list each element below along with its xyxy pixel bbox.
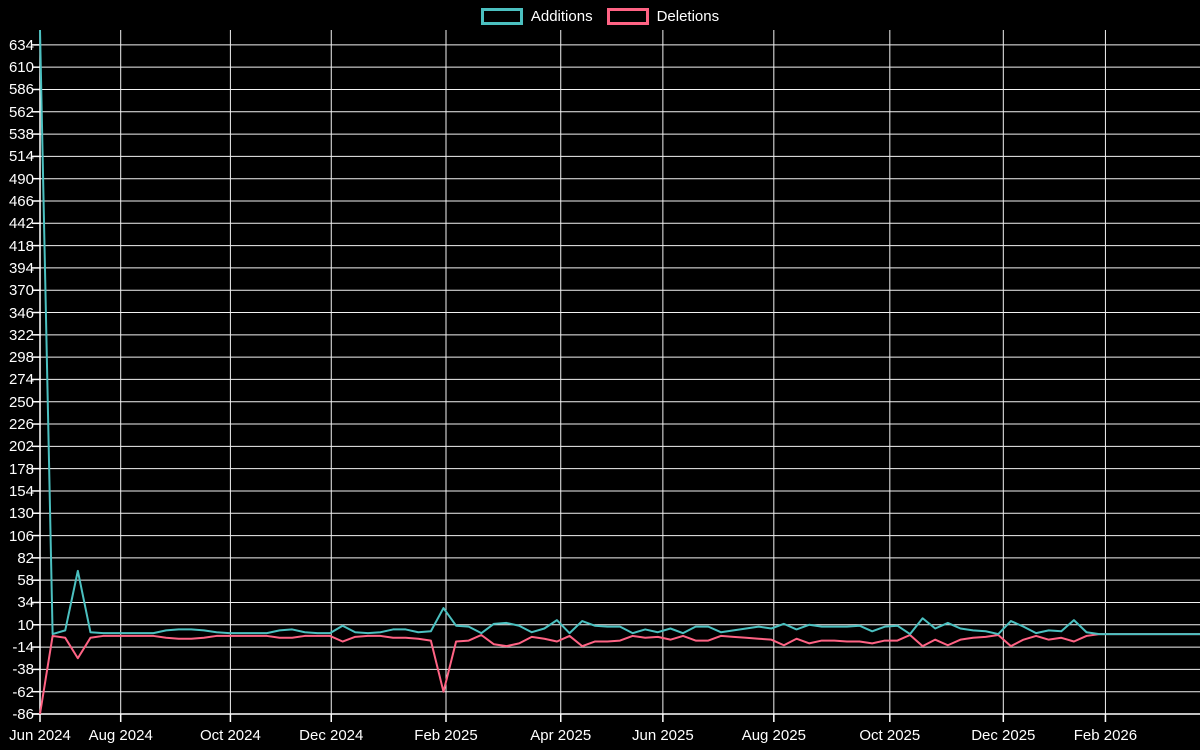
y-axis-tick-label: 610 <box>8 59 34 77</box>
y-axis-tick-label: 322 <box>8 326 34 344</box>
y-axis-tick-label: 370 <box>8 282 34 300</box>
y-axis-tick-label: -86 <box>12 706 34 723</box>
y-axis-tick-label: 202 <box>8 438 34 456</box>
additions-line <box>39 29 1200 636</box>
deletions-legend-swatch-icon <box>606 8 649 25</box>
x-axis-tick-label: Oct 2025 <box>859 727 921 744</box>
y-axis-tick-label: 130 <box>8 505 34 523</box>
x-axis-tick-label: Jun 2024 <box>9 727 71 744</box>
y-axis-tick-label: 346 <box>8 304 34 322</box>
y-axis-tick-label: 634 <box>8 36 34 54</box>
legend-item-deletions[interactable]: Deletions <box>606 8 720 25</box>
x-axis-tick-label: Oct 2024 <box>199 727 261 744</box>
x-axis-tick-label: Aug 2025 <box>741 727 806 744</box>
x-axis-tick-label: Feb 2025 <box>414 727 478 744</box>
y-axis-tick-label: 586 <box>8 81 34 99</box>
y-axis-tick-label: -14 <box>12 639 34 657</box>
y-axis-tick-label: 538 <box>8 126 34 144</box>
x-axis-tick-label: Jun 2025 <box>631 727 694 744</box>
y-axis-tick-label: 226 <box>8 416 34 434</box>
deletions-legend-label: Deletions <box>656 8 720 25</box>
x-axis-tick-label: Aug 2024 <box>88 727 153 744</box>
y-axis-tick-label: 10 <box>17 616 34 634</box>
y-axis-tick-label: 178 <box>8 460 34 478</box>
y-axis-tick-label: 442 <box>8 215 34 233</box>
chart-legend: Additions Deletions <box>0 8 1200 25</box>
y-axis-tick-label: 34 <box>17 594 34 612</box>
x-axis-tick-label: Dec 2024 <box>299 727 364 744</box>
y-axis-tick-label: 466 <box>8 193 34 210</box>
x-axis-tick-label: Feb 2026 <box>1073 727 1138 744</box>
legend-item-additions[interactable]: Additions <box>480 8 593 25</box>
y-axis-tick-label: 394 <box>8 259 34 277</box>
y-axis-tick-label: 274 <box>8 371 34 389</box>
y-axis-tick-label: 82 <box>17 549 34 567</box>
y-axis-tick-label: 562 <box>8 103 34 121</box>
y-axis-tick-label: 298 <box>8 349 34 367</box>
additions-legend-label: Additions <box>530 8 593 25</box>
y-axis-tick-label: 58 <box>17 572 34 590</box>
y-axis-tick-label: 250 <box>8 393 34 411</box>
y-axis-tick-label: -62 <box>12 683 34 701</box>
x-axis-tick-label: Dec 2025 <box>971 727 1036 744</box>
y-axis-tick-label: 490 <box>8 170 34 188</box>
y-axis-tick-label: 154 <box>8 482 34 500</box>
y-axis-tick-label: -38 <box>12 661 34 679</box>
x-axis-tick-label: Apr 2025 <box>530 727 592 744</box>
y-axis-tick-label: 106 <box>8 527 34 545</box>
additions-legend-swatch-icon <box>480 8 523 25</box>
y-axis-tick-label: 514 <box>8 148 34 166</box>
deletions-line <box>39 633 1200 715</box>
y-axis-tick-label: 418 <box>8 237 34 255</box>
